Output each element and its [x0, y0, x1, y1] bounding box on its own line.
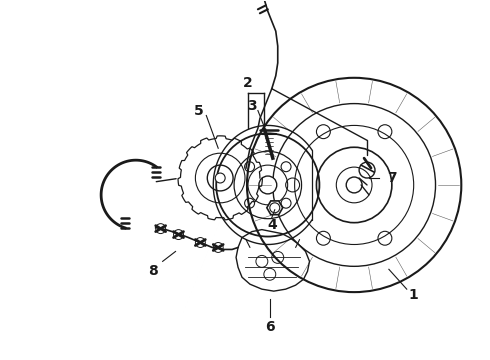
Circle shape	[215, 173, 225, 183]
Text: 1: 1	[409, 288, 418, 302]
Circle shape	[196, 238, 205, 247]
Circle shape	[173, 230, 183, 239]
Text: 7: 7	[387, 171, 397, 185]
Text: 5: 5	[194, 104, 203, 118]
Text: 2: 2	[243, 76, 253, 90]
Text: 6: 6	[265, 320, 274, 334]
Text: 4: 4	[267, 218, 277, 231]
Circle shape	[156, 224, 166, 234]
Text: 3: 3	[247, 99, 257, 113]
Circle shape	[346, 177, 362, 193]
Circle shape	[213, 243, 223, 252]
Polygon shape	[267, 201, 283, 215]
Text: 8: 8	[148, 264, 158, 278]
Circle shape	[259, 176, 277, 194]
